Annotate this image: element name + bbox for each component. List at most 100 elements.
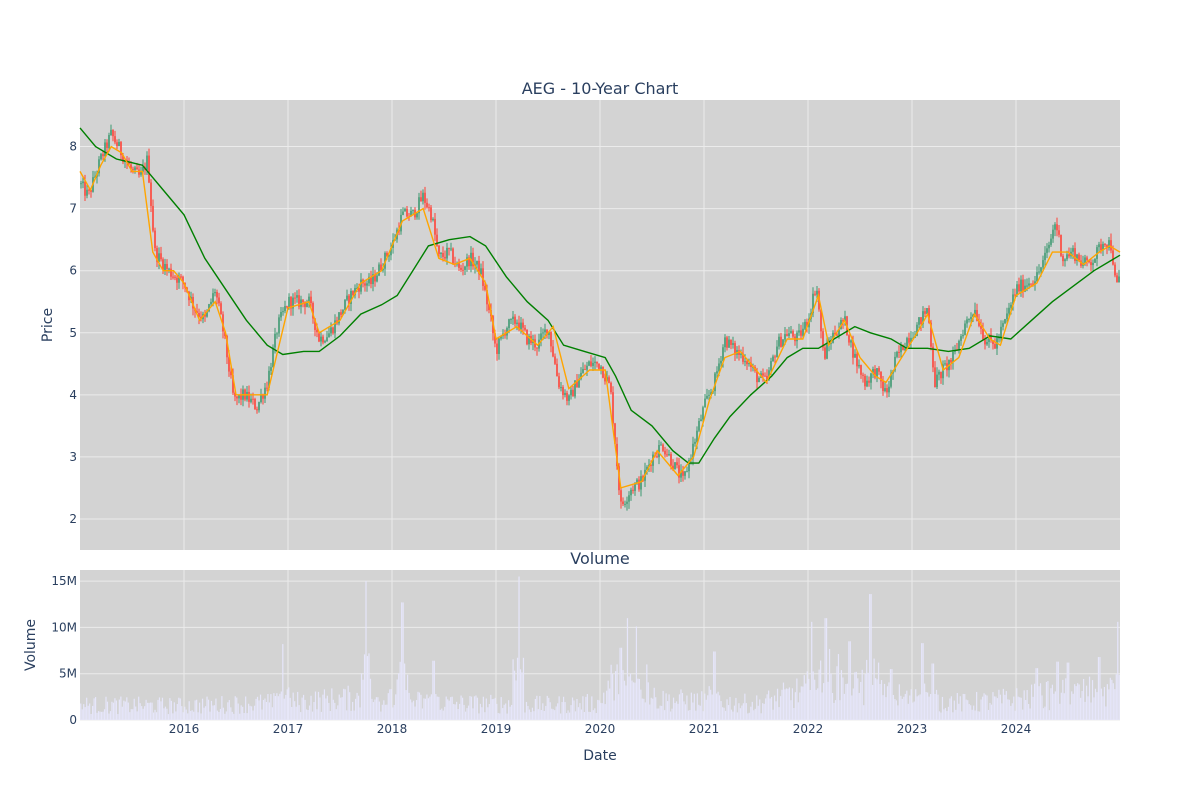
candle-body [852,340,854,358]
volume-bar [973,705,975,720]
volume-bar [136,711,138,720]
candle-body [964,323,966,335]
candle-body [198,313,200,317]
volume-bar [138,696,140,720]
volume-bar [961,711,963,720]
candle-body [1022,279,1024,292]
volume-bar [442,710,444,720]
volume-bar [745,703,747,720]
volume-bar [1066,662,1068,720]
volume-bar [1048,710,1051,720]
volume-bar [1002,688,1004,720]
candle-body [788,333,790,336]
volume-bar [852,688,854,720]
candle-body [524,327,526,330]
volume-bar [349,692,351,720]
candle-body [334,320,336,334]
volume-bar [188,701,190,720]
volume-bar [732,711,734,720]
candle-body [150,182,152,206]
volume-bar [702,711,704,720]
volume-bar [736,712,739,720]
candle-body [734,343,736,355]
volume-bar [748,712,750,720]
volume-bar [678,694,681,720]
candle-body [918,317,920,325]
candle-body [728,339,730,348]
candle-body [1112,250,1114,265]
candle-body [472,252,474,267]
volume-bars [80,576,1120,720]
volume-bar [328,702,330,720]
candle-body [322,336,324,343]
volume-bar [224,713,226,720]
volume-bar [1051,684,1053,720]
volume-bar [147,702,149,720]
candle-body [1118,276,1120,283]
volume-bar [831,693,834,720]
candle-body [300,299,302,307]
volume-bar [947,706,949,720]
candle-body [268,370,270,389]
volume-bar [815,689,817,720]
volume-bar [100,711,103,720]
candle-body [382,268,384,271]
volume-bar [586,694,588,720]
candle-body [982,328,984,340]
candle-body [546,329,548,336]
volume-bar [161,697,164,720]
volume-y-tick-label: 10M [51,620,77,634]
volume-bar [1065,678,1067,720]
volume-bar [203,707,205,720]
volume-bar [1059,703,1061,720]
volume-bar [809,689,811,720]
volume-bar [1068,662,1070,720]
volume-bar [775,701,777,720]
volume-bar [341,697,343,720]
candle-body [516,322,518,324]
volume-bar [525,701,528,720]
candle-body [668,454,670,456]
candle-body [246,391,248,400]
volume-bar [221,696,223,720]
candle-body [1046,248,1048,253]
volume-bar [922,643,924,720]
volume-bar [595,713,597,720]
candle-body [434,218,436,235]
candle-body [698,421,700,431]
volume-bar [594,708,596,720]
volume-bar [320,711,323,720]
candle-body [296,295,298,298]
volume-bar [1077,683,1079,720]
volume-bar [1057,661,1059,720]
volume-bar [693,693,695,720]
candle-body [294,297,296,299]
volume-bar [395,694,397,720]
volume-bar [993,696,996,720]
volume-bar [802,686,804,720]
volume-bar [187,713,189,720]
candle-body [822,331,824,348]
volume-bar [218,712,220,720]
volume-bar [167,714,169,720]
candle-body [118,142,120,147]
volume-bar [355,698,357,720]
volume-bar [380,711,382,720]
volume-bar [649,704,651,720]
volume-bar [267,694,269,720]
volume-bar [601,703,603,720]
volume-bar [295,706,297,720]
candle-body [604,377,606,382]
candle-body [86,189,88,196]
candle-body [540,333,542,340]
volume-bar [158,697,161,720]
candle-body [284,306,286,312]
candle-body [410,210,412,217]
volume-bar [785,688,788,720]
candle-body [880,371,882,382]
volume-bar [148,702,150,720]
volume-bar [647,682,649,720]
candle-body [796,332,798,342]
volume-bar [519,669,522,720]
candle-body [1114,264,1116,276]
